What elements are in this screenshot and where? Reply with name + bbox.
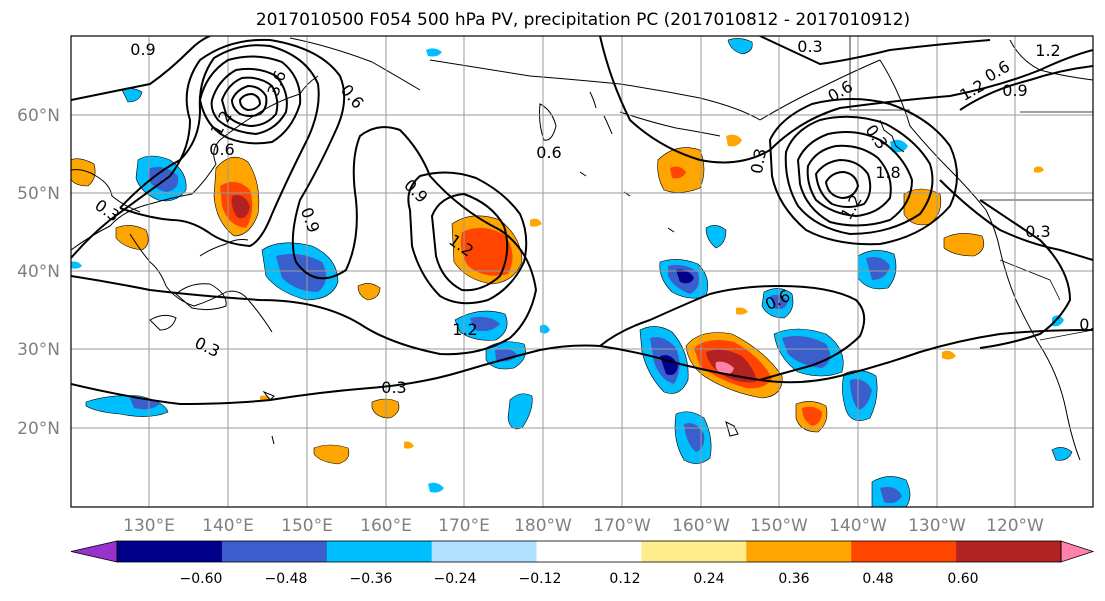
- lat-label: 30°N: [17, 340, 60, 360]
- contour-label: 0.9: [130, 40, 155, 59]
- contour-label: 0.3: [797, 37, 822, 56]
- contour-label: 0.3: [1079, 315, 1104, 334]
- contour-label: 0.6: [209, 140, 234, 159]
- contour-label: 0.3: [1025, 222, 1050, 241]
- colorbar-swatch: [117, 541, 223, 562]
- political-borders: [849, 36, 1093, 341]
- colorbar-tick-label: 0.48: [862, 571, 893, 587]
- lat-label: 20°N: [17, 419, 60, 439]
- contour-label: 0.3: [747, 147, 770, 175]
- colorbar-tick-label: 0.36: [778, 571, 809, 587]
- lon-label: 140°W: [829, 516, 887, 536]
- colorbar-tick-label: −0.12: [519, 571, 562, 587]
- colorbar-tick-label: −0.48: [265, 571, 308, 587]
- colorbar-swatch: [641, 541, 747, 562]
- colorbar-swatch: [326, 541, 433, 562]
- colorbar-swatch: [431, 541, 538, 562]
- lon-label: 150°E: [281, 516, 333, 536]
- colorbar-tick-label: −0.60: [180, 571, 223, 587]
- lon-label: 170°E: [438, 516, 490, 536]
- negative-anomaly-regions: [71, 38, 1073, 507]
- colorbar-tick-label: −0.24: [434, 571, 477, 587]
- colorbar-swatch: [221, 541, 328, 562]
- latitude-labels: 60°N 50°N 40°N 30°N 20°N: [17, 106, 60, 439]
- lat-label: 50°N: [17, 184, 60, 204]
- lon-label: 140°E: [202, 516, 254, 536]
- colorbar-extend-max: [1060, 540, 1095, 563]
- colorbar-tick-label: 0.12: [609, 571, 640, 587]
- colorbar-swatch: [746, 541, 852, 562]
- longitude-labels: 130°E 140°E 150°E 160°E 170°E 180°W 170°…: [123, 516, 1044, 536]
- contour-label: 1.2: [1035, 41, 1060, 60]
- lat-label: 60°N: [17, 106, 60, 126]
- precip-anomaly-shading: [71, 38, 1073, 507]
- lat-label: 40°N: [17, 262, 60, 282]
- colorbar-swatch: [851, 541, 957, 562]
- contour-label: 1.8: [875, 163, 900, 182]
- colorbar-swatches: [70, 540, 1095, 563]
- colorbar-tick-label: 0.24: [693, 571, 724, 587]
- colorbar-tick-label: 0.60: [947, 571, 978, 587]
- colorbar-swatch: [536, 541, 642, 562]
- colorbar-swatch: [956, 541, 1062, 562]
- lon-label: 130°E: [123, 516, 175, 536]
- lat-lon-grid: [71, 36, 1093, 507]
- contour-label: 0.3: [381, 378, 406, 397]
- contour-label: 0.9: [1002, 81, 1027, 100]
- lon-label: 160°W: [672, 516, 730, 536]
- colorbar-tick-labels: −0.60 −0.48 −0.36 −0.24 −0.12 0.12 0.24 …: [180, 571, 979, 587]
- contour-label: 0.6: [536, 143, 561, 162]
- figure-title: 2017010500 F054 500 hPa PV, precipitatio…: [256, 10, 910, 30]
- islands: [149, 91, 739, 445]
- pv-contours: [71, 36, 1093, 406]
- lon-label: 130°W: [908, 516, 966, 536]
- colorbar-extend-min: [70, 540, 118, 563]
- colorbar: −0.60 −0.48 −0.36 −0.24 −0.12 0.12 0.24 …: [70, 540, 1095, 587]
- map-frame: [70, 35, 1094, 508]
- lon-label: 180°W: [514, 516, 572, 536]
- lon-label: 120°W: [986, 516, 1044, 536]
- lon-label: 150°W: [750, 516, 808, 536]
- lon-label: 160°E: [360, 516, 412, 536]
- lon-label: 170°W: [593, 516, 651, 536]
- colorbar-tick-label: −0.36: [350, 571, 393, 587]
- map-area: 0.9 3.6 0.6 0.3 1.2 0.6 0.3 1.2 0.9 0.9 …: [71, 36, 1104, 507]
- contour-label: 1.2: [452, 320, 477, 339]
